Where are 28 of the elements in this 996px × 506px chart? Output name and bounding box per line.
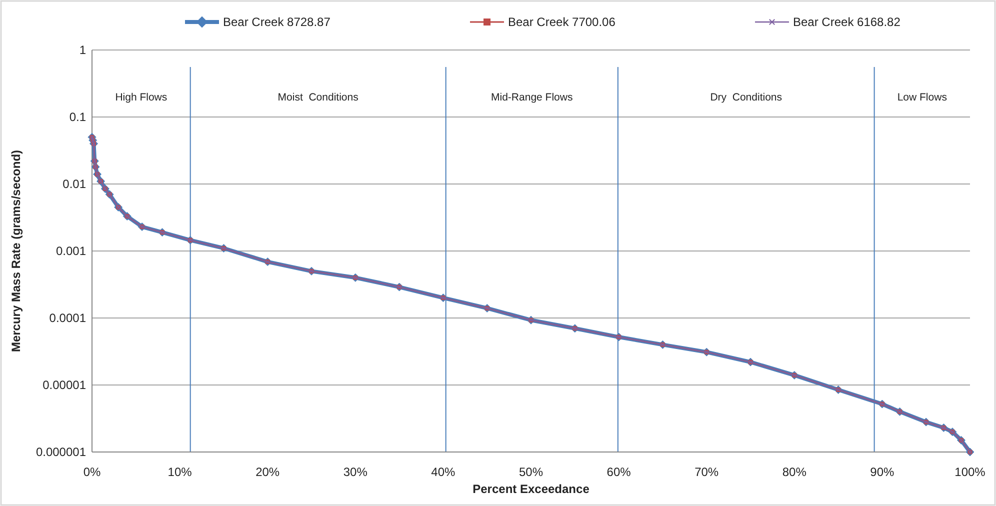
x-tick-label: 70% (694, 465, 719, 480)
y-axis-title: Mercury Mass Rate (grams/second) (9, 150, 23, 352)
y-tick-label: 1 (79, 43, 86, 58)
x-axis-title: Percent Exceedance (472, 482, 590, 496)
y-tick-label: 0.001 (56, 244, 86, 258)
x-tick-label: 100% (954, 465, 986, 480)
annotation: Dry Conditions (710, 92, 782, 104)
annotation: Low Flows (897, 92, 947, 104)
x-tick-label: 10% (168, 465, 192, 480)
x-tick-label: 40% (431, 465, 456, 480)
x-tick-label: 20% (256, 465, 280, 480)
y-tick-label: 0.0001 (49, 311, 86, 326)
x-tick-label: 80% (782, 465, 807, 480)
annotation: Mid-Range Flows (491, 92, 573, 104)
x-tick-label: 60% (606, 465, 632, 480)
x-tick-label: 90% (870, 465, 895, 480)
annotation: Moist Conditions (278, 92, 358, 104)
y-tick-label: 0.01 (62, 177, 86, 192)
legend-label: Bear Creek 7700.06 (508, 15, 616, 30)
x-tick-label: 30% (343, 465, 368, 480)
y-tick-label: 0.00001 (42, 378, 86, 392)
annotation: High Flows (115, 92, 168, 104)
x-tick-label: 50% (518, 465, 544, 480)
y-tick-label: 0.000001 (36, 445, 86, 460)
legend-label: Bear Creek 6168.82 (793, 15, 901, 30)
x-tick-label: 0% (83, 465, 101, 480)
y-tick-label: 0.1 (69, 110, 86, 124)
legend-label: Bear Creek 8728.87 (223, 15, 331, 30)
